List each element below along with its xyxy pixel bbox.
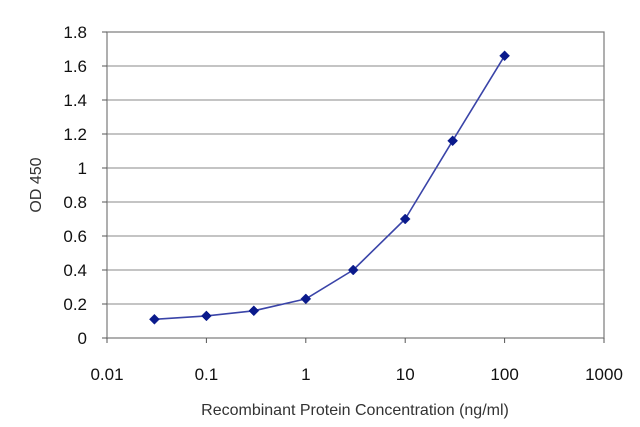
- x-tick-layer: 0.01 0.1 1 10 100 1000: [90, 338, 623, 384]
- x-tick-label: 1: [301, 365, 310, 384]
- x-tick-label: 0.01: [90, 365, 123, 384]
- data-point-marker: [201, 310, 212, 322]
- x-tick-label: 100: [490, 365, 518, 384]
- plot-frame: [106, 31, 605, 339]
- y-tick-label: 0.2: [63, 295, 87, 314]
- y-tick-label: 0.6: [63, 227, 87, 246]
- series-layer: [149, 50, 510, 325]
- y-axis-title: OD 450: [28, 157, 45, 212]
- y-tick-label: 0.8: [63, 193, 87, 212]
- y-tick-layer: 0 0.2 0.4 0.6 0.8 1 1.2 1.4 1.6 1.8: [63, 23, 107, 348]
- grid-layer: [107, 65, 604, 305]
- y-tick-label: 1.4: [63, 91, 87, 110]
- data-point-marker: [347, 264, 359, 276]
- y-tick-label: 0.4: [63, 261, 87, 280]
- x-tick-label: 10: [396, 365, 415, 384]
- data-point-marker: [399, 213, 411, 225]
- y-tick-label: 1.6: [63, 57, 87, 76]
- series-line: [154, 55, 506, 321]
- x-tick-label: 0.1: [195, 365, 219, 384]
- data-point-marker: [447, 135, 458, 147]
- y-tick-label: 0: [78, 329, 87, 348]
- y-tick-label: 1.2: [63, 125, 87, 144]
- x-tick-label: 1000: [585, 365, 623, 384]
- y-tick-label: 1: [78, 159, 87, 178]
- data-point-marker: [499, 50, 510, 62]
- data-point-marker: [149, 313, 160, 325]
- data-point-marker: [300, 293, 312, 305]
- data-point-marker: [248, 305, 260, 317]
- y-tick-label: 1.8: [63, 23, 87, 42]
- x-axis-title: Recombinant Protein Concentration (ng/ml…: [201, 402, 509, 419]
